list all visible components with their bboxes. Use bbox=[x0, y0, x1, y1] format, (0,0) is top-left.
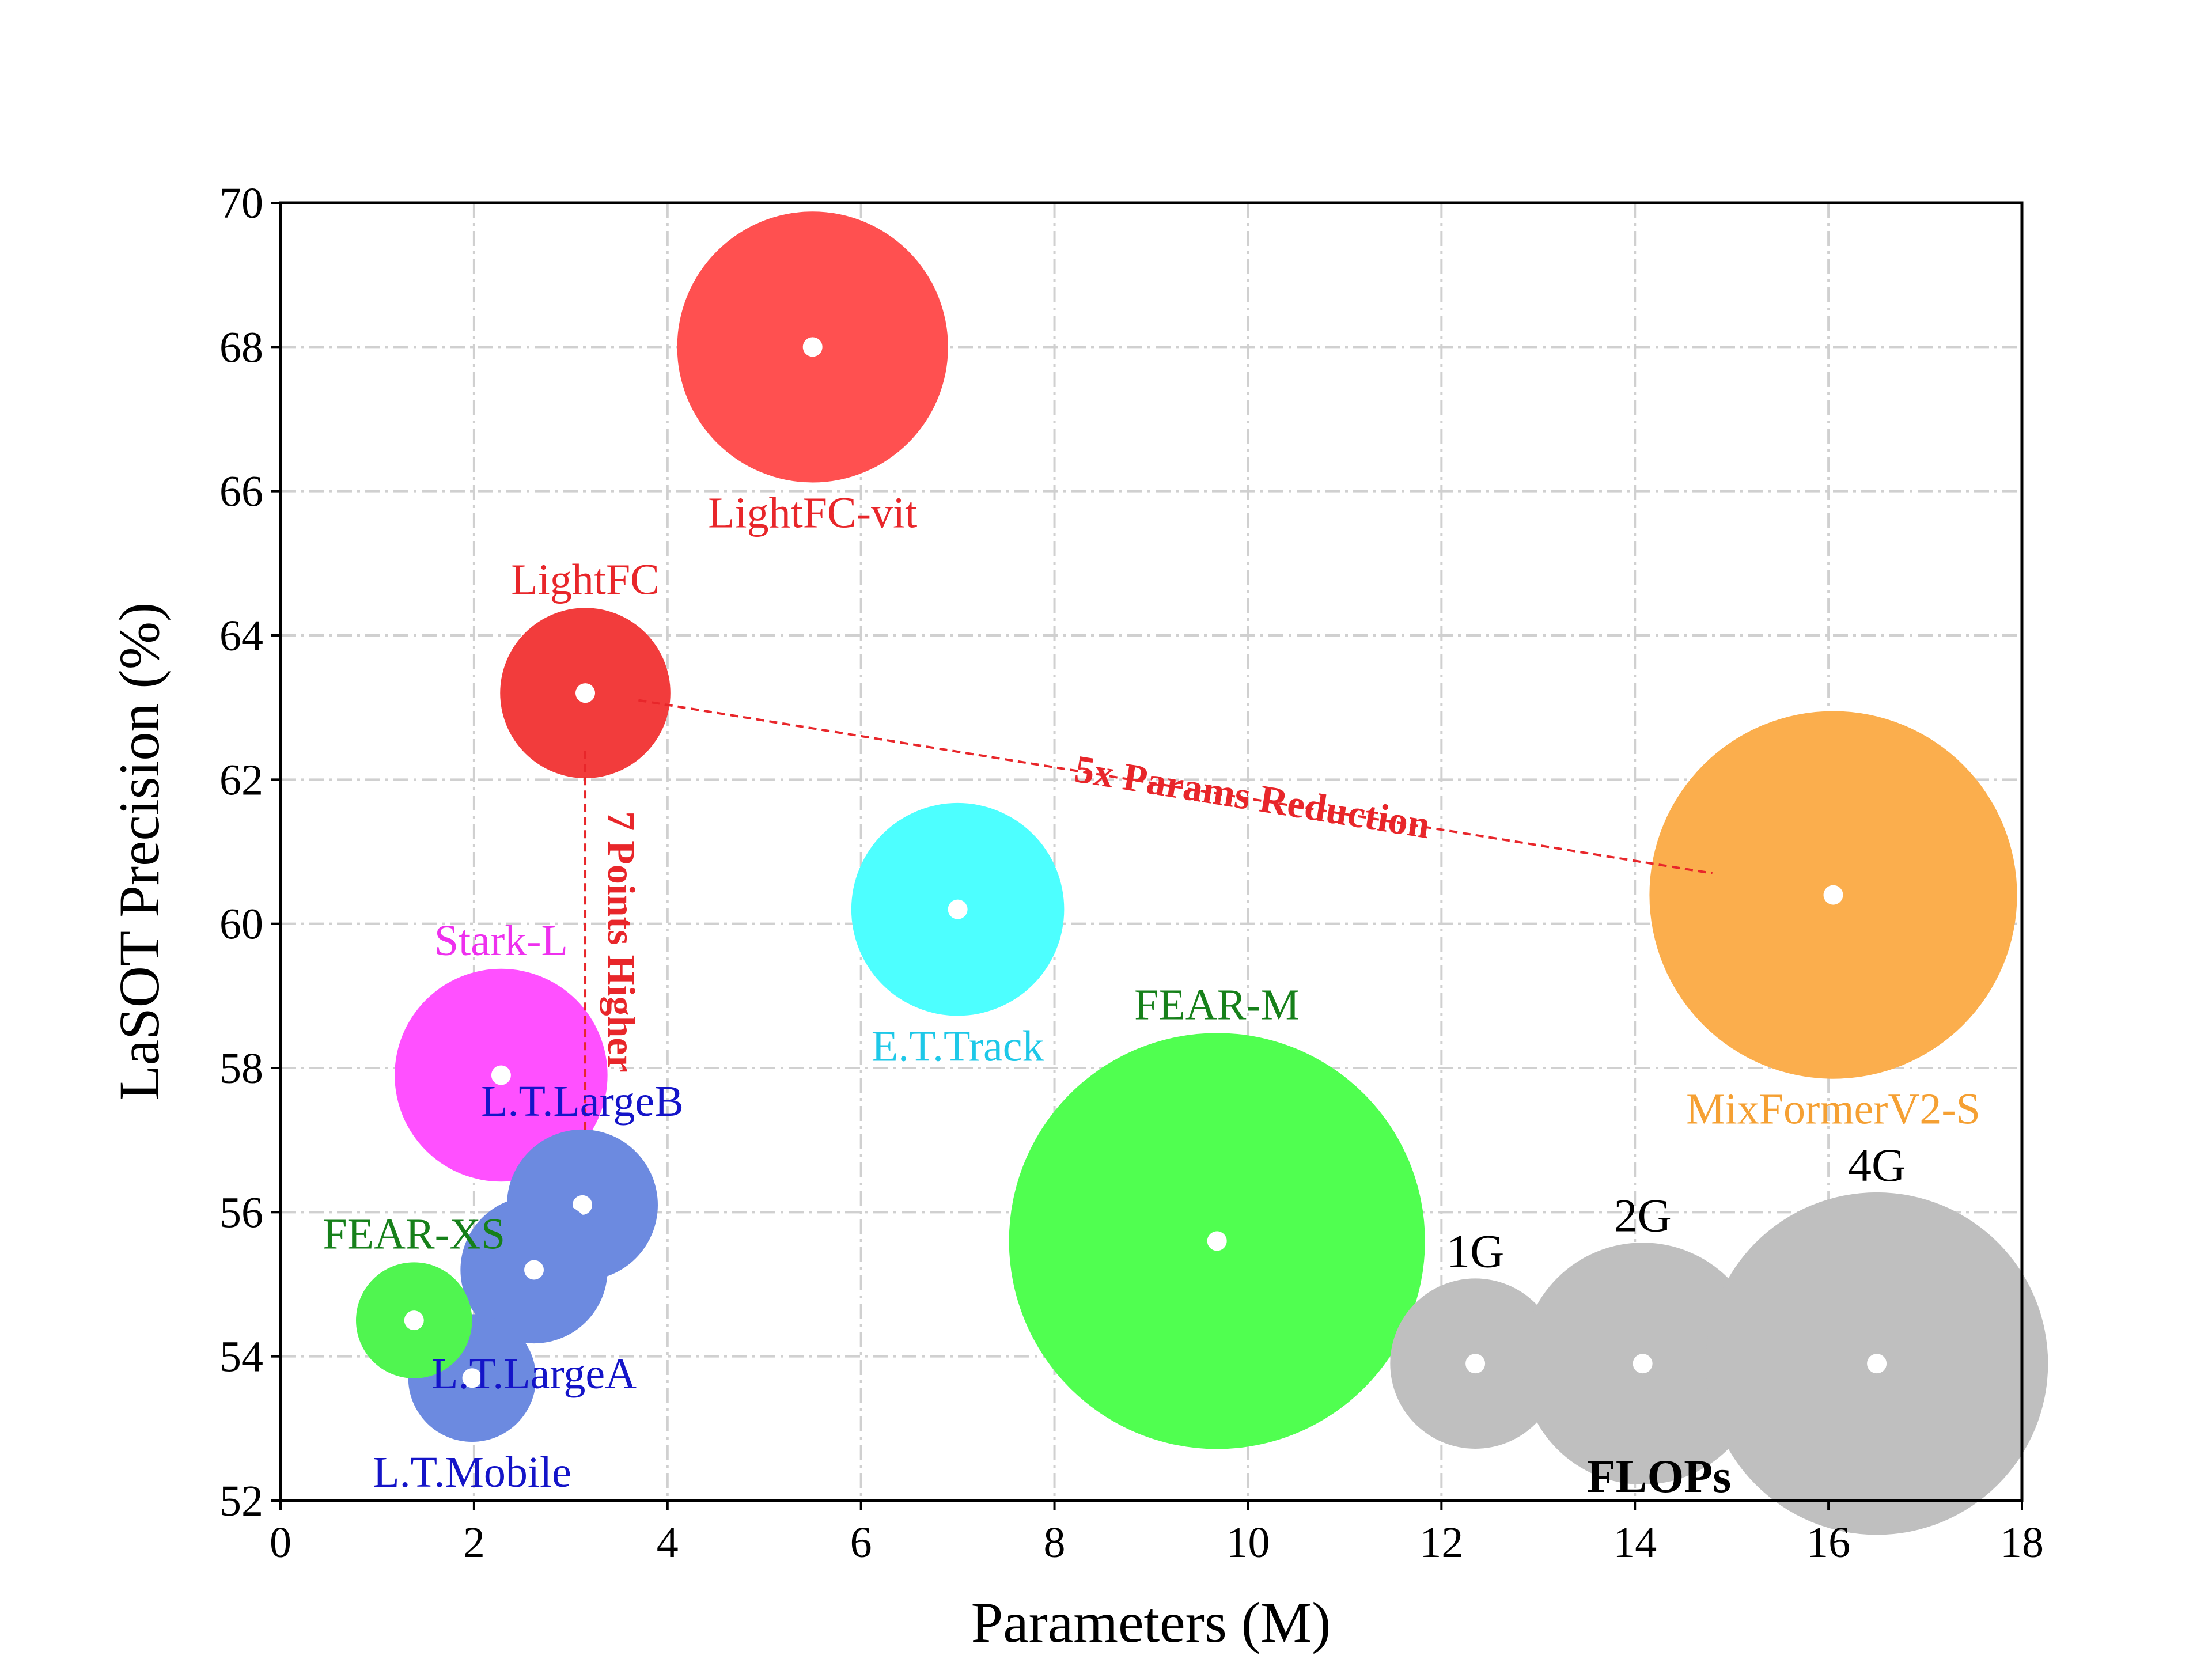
flops-legend-2g-label: 2G bbox=[1614, 1189, 1672, 1241]
point-l-t-largea-center-dot bbox=[524, 1260, 544, 1280]
x-tick-label: 8 bbox=[1044, 1518, 1066, 1567]
x-tick-label: 6 bbox=[850, 1518, 872, 1567]
flops-legend-4g-center-dot bbox=[1867, 1354, 1887, 1374]
point-e-t-track-label: E.T.Track bbox=[872, 1022, 1044, 1070]
flops-legend-4g-label: 4G bbox=[1848, 1139, 1906, 1191]
point-l-t-largeb-label: L.T.LargeB bbox=[481, 1077, 684, 1126]
x-tick-label: 12 bbox=[1419, 1518, 1463, 1567]
y-tick-label: 66 bbox=[219, 468, 263, 516]
y-tick-label: 62 bbox=[219, 756, 263, 804]
point-l-t-largeb-center-dot bbox=[572, 1195, 592, 1215]
x-axis-label: Parameters (M) bbox=[971, 1590, 1331, 1654]
y-tick-label: 56 bbox=[219, 1188, 263, 1237]
y-tick-label: 54 bbox=[219, 1333, 263, 1381]
point-mixformerv2-s-label: MixFormerV2-S bbox=[1686, 1085, 1980, 1134]
x-tick-label: 2 bbox=[463, 1518, 485, 1567]
point-l-t-mobile-center-dot bbox=[462, 1368, 482, 1388]
x-tick-label: 16 bbox=[1806, 1518, 1850, 1567]
y-tick-label: 64 bbox=[219, 612, 263, 660]
y-tick-label: 68 bbox=[219, 323, 263, 372]
point-stark-l-label: Stark-L bbox=[434, 916, 568, 965]
y-tick-label: 52 bbox=[219, 1477, 263, 1525]
x-tick-label: 4 bbox=[657, 1518, 679, 1567]
flops-legend-1g-label: 1G bbox=[1446, 1225, 1504, 1277]
plot-frame bbox=[279, 201, 2024, 1502]
point-lightfc-center-dot bbox=[575, 683, 596, 703]
point-fear-m-label: FEAR-M bbox=[1134, 980, 1300, 1029]
flops-legend-2g-center-dot bbox=[1633, 1354, 1653, 1374]
annotation-line bbox=[638, 699, 1713, 875]
point-l-t-mobile-label: L.T.Mobile bbox=[373, 1448, 571, 1497]
y-axis-label: LaSOT Precision (%) bbox=[107, 603, 171, 1101]
flops-legend-1g-center-dot bbox=[1465, 1354, 1486, 1374]
flops-legend-title: FLOPs bbox=[1587, 1450, 1732, 1502]
y-tick-label: 60 bbox=[219, 900, 263, 949]
point-lightfc-vit-center-dot bbox=[802, 337, 823, 357]
point-e-t-track-center-dot bbox=[948, 899, 968, 919]
y-tick-label: 70 bbox=[219, 179, 263, 228]
point-stark-l-center-dot bbox=[491, 1065, 511, 1085]
bubbles bbox=[355, 211, 2048, 1535]
point-fear-m-center-dot bbox=[1207, 1231, 1227, 1251]
point-l-t-largea-label: L.T.LargeA bbox=[431, 1350, 637, 1398]
x-tick-label: 14 bbox=[1613, 1518, 1657, 1567]
x-tick-label: 10 bbox=[1226, 1518, 1270, 1567]
x-tick-label: 0 bbox=[270, 1518, 291, 1567]
annotation-points-higher: 7 Points Higher bbox=[600, 811, 643, 1072]
point-lightfc-label: LightFC bbox=[511, 555, 660, 604]
x-tick-label: 18 bbox=[2000, 1518, 2044, 1567]
point-labels: LightFC-vit LightFC E.T.Track MixFormerV2-S… bbox=[323, 488, 1980, 1497]
y-tick-label: 58 bbox=[219, 1044, 263, 1093]
point-lightfc-vit-label: LightFC-vit bbox=[708, 488, 917, 537]
point-fear-xs-label: FEAR-XS bbox=[323, 1210, 505, 1258]
point-mixformerv2-s-center-dot bbox=[1823, 885, 1843, 905]
point-fear-xs-center-dot bbox=[404, 1310, 424, 1331]
